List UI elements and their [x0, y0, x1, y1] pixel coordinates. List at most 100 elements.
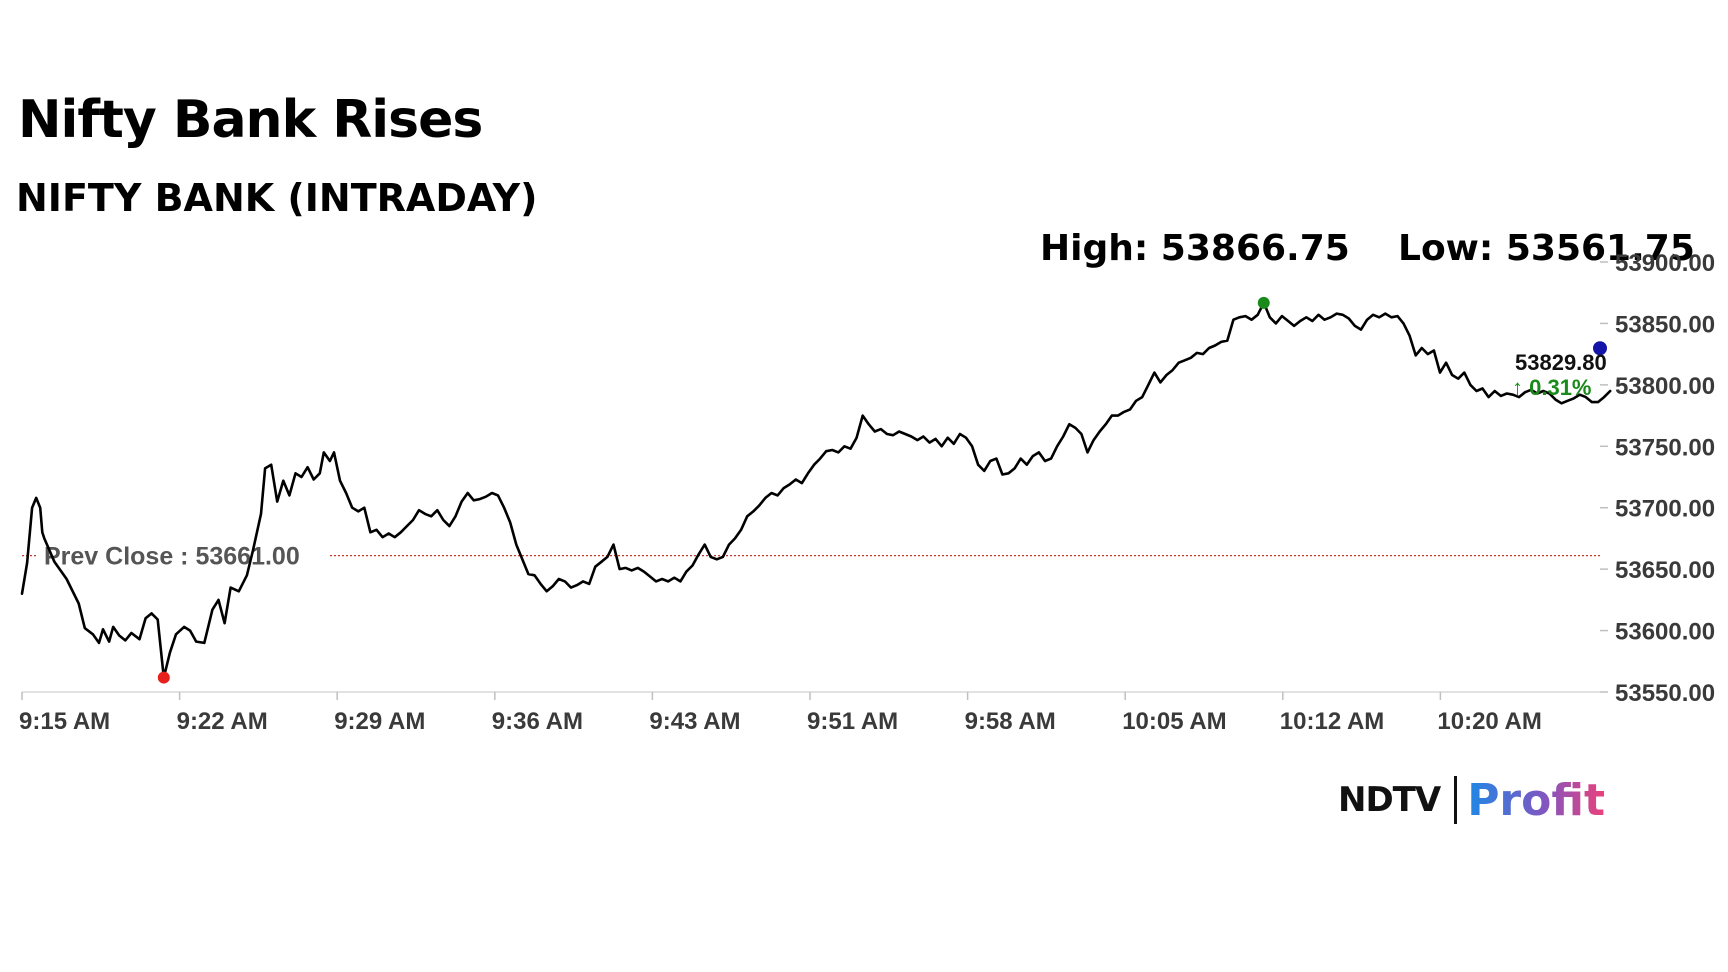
x-tick-label: 10:12 AM	[1280, 708, 1384, 735]
data-point	[862, 414, 864, 416]
data-point	[1032, 455, 1034, 457]
data-point	[1299, 320, 1301, 322]
data-point	[813, 464, 815, 466]
data-point	[1105, 423, 1107, 425]
data-point	[388, 532, 390, 534]
data-point	[357, 510, 359, 512]
data-point	[454, 515, 456, 517]
data-point	[977, 464, 979, 466]
data-point	[1378, 316, 1380, 318]
data-point	[600, 561, 602, 563]
data-point	[618, 568, 620, 570]
data-point	[1001, 473, 1003, 475]
x-tick-label: 9:43 AM	[649, 708, 740, 735]
data-point	[947, 437, 949, 439]
data-point	[1445, 362, 1447, 364]
data-point	[734, 537, 736, 539]
data-point	[1147, 384, 1149, 386]
data-point	[323, 451, 325, 453]
data-point	[1220, 341, 1222, 343]
data-point	[264, 467, 266, 469]
day-high-label: High: 53866.75	[1040, 228, 1350, 269]
data-point	[319, 472, 321, 474]
data-point	[941, 445, 943, 447]
data-point	[983, 470, 985, 472]
data-point	[1080, 433, 1082, 435]
data-point	[41, 531, 43, 533]
y-tick-label: 53650.00	[1615, 557, 1715, 584]
data-point	[1020, 457, 1022, 459]
data-point	[1494, 390, 1496, 392]
data-point	[43, 537, 45, 539]
data-point	[1117, 414, 1119, 416]
data-point	[1427, 353, 1429, 355]
data-point	[1457, 378, 1459, 380]
data-point	[661, 578, 663, 580]
data-point	[594, 566, 596, 568]
data-point	[157, 618, 159, 620]
data-point	[1609, 390, 1611, 392]
data-point	[1451, 374, 1453, 376]
data-point	[223, 622, 225, 624]
data-point	[1068, 423, 1070, 425]
data-point	[685, 570, 687, 572]
data-point	[1560, 402, 1562, 404]
data-point	[1159, 381, 1161, 383]
data-point	[1597, 401, 1599, 403]
data-point	[539, 583, 541, 585]
data-point	[78, 602, 80, 604]
data-point	[260, 513, 262, 515]
data-point	[1354, 325, 1356, 327]
data-point	[282, 480, 284, 482]
data-point	[1317, 314, 1319, 316]
data-point	[1348, 317, 1350, 319]
data-point	[1238, 316, 1240, 318]
data-point	[637, 567, 639, 569]
data-point	[922, 435, 924, 437]
data-point	[300, 476, 302, 478]
data-point	[98, 642, 100, 644]
prev-close-label: Prev Close : 53661.00	[44, 543, 300, 571]
data-point	[868, 423, 870, 425]
data-point	[329, 460, 331, 462]
data-point	[849, 448, 851, 450]
data-point	[989, 460, 991, 462]
data-point	[503, 507, 505, 509]
data-point	[485, 496, 487, 498]
data-point	[1074, 427, 1076, 429]
data-point	[130, 632, 132, 634]
data-point	[928, 441, 930, 443]
data-point	[1123, 411, 1125, 413]
data-point	[1390, 316, 1392, 318]
data-point	[588, 583, 590, 585]
data-point	[1092, 439, 1094, 441]
data-point	[351, 507, 353, 509]
data-point	[1372, 314, 1374, 316]
data-point	[1603, 396, 1605, 398]
data-point	[124, 639, 126, 641]
data-point	[704, 543, 706, 545]
data-point	[959, 433, 961, 435]
data-point	[430, 515, 432, 517]
data-point	[716, 558, 718, 560]
data-point	[916, 439, 918, 441]
data-point	[1305, 316, 1307, 318]
data-point	[442, 519, 444, 521]
change-percent-label: ↑ 0.31%	[1512, 375, 1592, 400]
data-point	[294, 472, 296, 474]
data-point	[1038, 451, 1040, 453]
data-point	[1402, 322, 1404, 324]
data-point	[39, 507, 41, 509]
data-point	[1232, 319, 1234, 321]
data-point	[195, 640, 197, 642]
data-point	[728, 543, 730, 545]
data-point	[1281, 315, 1283, 317]
data-point	[339, 480, 341, 482]
data-point	[837, 451, 839, 453]
data-point	[576, 584, 578, 586]
data-point	[479, 498, 481, 500]
day-low-label: Low: 53561.75	[1398, 228, 1695, 269]
x-tick-label: 9:51 AM	[807, 708, 898, 735]
data-point	[394, 536, 396, 538]
data-point	[1135, 400, 1137, 402]
